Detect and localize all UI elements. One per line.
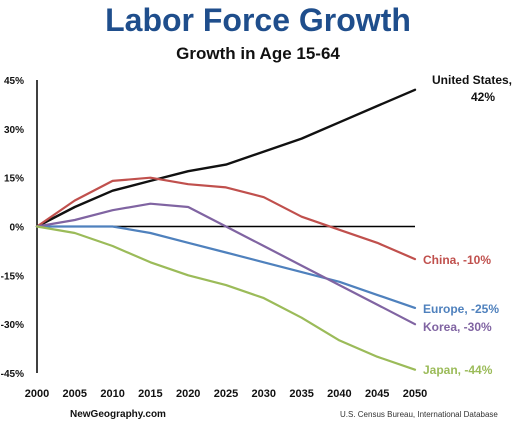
source-right: U.S. Census Bureau, International Databa… (340, 410, 498, 419)
x-tick-label: 2040 (327, 388, 351, 400)
chart-subtitle: Growth in Age 15-64 (176, 44, 340, 63)
series-line-japan (35, 225, 417, 371)
series-label-japan: Japan, -44% (423, 363, 493, 377)
x-tick-label: 2015 (138, 388, 162, 400)
chart-title: Labor Force Growth (105, 2, 411, 38)
x-tick-label: 2035 (289, 388, 313, 400)
y-tick-label: 30% (4, 125, 24, 136)
series-label-korea: Korea, -30% (423, 320, 492, 334)
series-line-korea (35, 202, 417, 326)
y-tick-label: 0% (10, 223, 25, 234)
series-label-united-states-value: 42% (471, 90, 495, 104)
x-tick-label: 2025 (214, 388, 238, 400)
x-tick-label: 2000 (25, 388, 49, 400)
series-label-china: China, -10% (423, 253, 491, 267)
x-tick-label: 2030 (252, 388, 276, 400)
x-tick-label: 2050 (403, 388, 427, 400)
series-label-united-states: United States, (432, 73, 512, 87)
series-line-europe (35, 225, 417, 309)
x-tick-label: 2005 (63, 388, 87, 400)
x-tick-label: 2020 (176, 388, 200, 400)
series-line-united-states (35, 88, 417, 228)
y-tick-label: 15% (4, 174, 24, 185)
y-tick-label: -45% (1, 369, 24, 380)
series-line-china (35, 176, 417, 261)
y-tick-label: -15% (1, 271, 24, 282)
series-label-europe: Europe, -25% (423, 302, 499, 316)
y-tick-label: -30% (1, 320, 24, 331)
x-tick-label: 2010 (100, 388, 124, 400)
x-tick-label: 2045 (365, 388, 389, 400)
source-left: NewGeography.com (70, 409, 166, 420)
y-tick-label: 45% (4, 76, 24, 87)
